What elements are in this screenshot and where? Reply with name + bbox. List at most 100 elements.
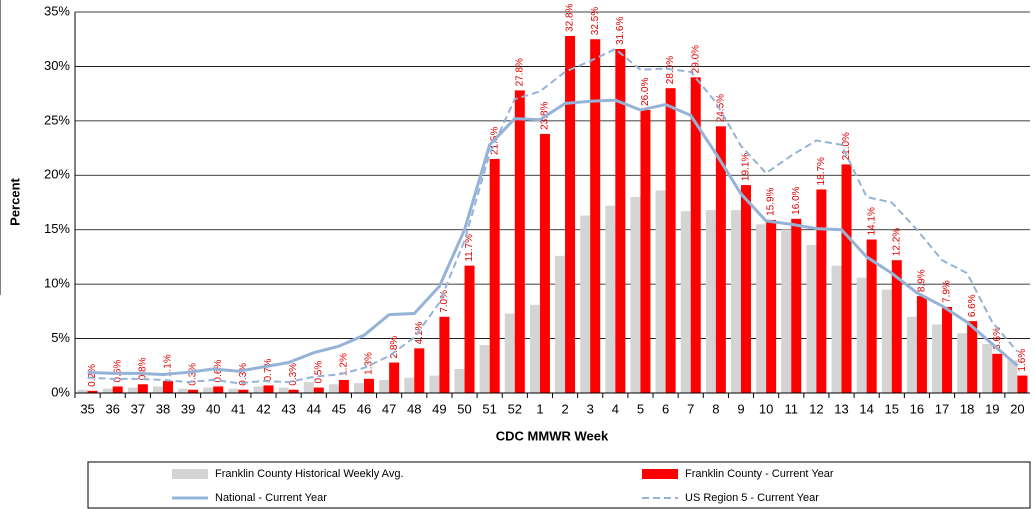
bar bbox=[203, 387, 214, 393]
value-label: 24.5% bbox=[715, 94, 726, 122]
bar bbox=[479, 345, 490, 393]
bar bbox=[906, 316, 917, 393]
bar bbox=[414, 348, 425, 393]
bar bbox=[932, 324, 943, 393]
value-label: 7.0% bbox=[439, 290, 450, 313]
bar bbox=[389, 362, 400, 393]
bar bbox=[756, 224, 767, 393]
bar bbox=[916, 296, 927, 393]
bar bbox=[162, 381, 173, 393]
value-label: 2.8% bbox=[389, 336, 400, 359]
x-tick-label: 49 bbox=[432, 401, 446, 416]
bar bbox=[238, 389, 249, 393]
bar bbox=[404, 377, 415, 393]
x-tick-label: 47 bbox=[382, 401, 396, 416]
bar bbox=[630, 197, 641, 393]
x-tick-label: 52 bbox=[508, 401, 522, 416]
bar bbox=[665, 88, 676, 393]
value-label: 7.9% bbox=[942, 280, 953, 303]
bar bbox=[288, 389, 299, 393]
bar bbox=[87, 390, 98, 393]
bar bbox=[590, 39, 601, 393]
bar bbox=[605, 205, 616, 393]
value-label: 29.0% bbox=[690, 45, 701, 73]
value-label: 0.8% bbox=[137, 357, 148, 380]
value-label: 1.3% bbox=[364, 352, 375, 375]
bar bbox=[364, 378, 375, 393]
bar bbox=[278, 387, 289, 393]
legend-label: Franklin County Historical Weekly Avg. bbox=[215, 468, 404, 480]
x-tick-label: 46 bbox=[357, 401, 371, 416]
x-tick-label: 18 bbox=[960, 401, 974, 416]
bar bbox=[781, 229, 792, 393]
bar bbox=[253, 386, 264, 393]
bar bbox=[1007, 360, 1018, 393]
x-tick-label: 12 bbox=[809, 401, 823, 416]
bar bbox=[555, 255, 566, 393]
bar bbox=[228, 388, 239, 393]
bar bbox=[1017, 375, 1028, 393]
x-tick-label: 6 bbox=[662, 401, 669, 416]
y-tick-label: 10% bbox=[44, 276, 70, 291]
x-tick-label: 11 bbox=[785, 401, 799, 416]
y-tick-label: 30% bbox=[44, 58, 70, 73]
bar bbox=[338, 379, 349, 393]
y-tick-label: 25% bbox=[44, 112, 70, 127]
value-label: 26.0% bbox=[640, 78, 651, 106]
x-tick-label: 17 bbox=[935, 401, 949, 416]
bar bbox=[967, 321, 978, 393]
value-label: 0.6% bbox=[213, 360, 224, 383]
value-label: 0.3% bbox=[188, 363, 199, 386]
bar bbox=[730, 210, 741, 393]
value-label: 0.3% bbox=[238, 363, 249, 386]
bar bbox=[464, 265, 475, 393]
y-tick-label: 0% bbox=[51, 384, 70, 399]
bar bbox=[514, 90, 525, 394]
x-tick-label: 14 bbox=[859, 401, 873, 416]
legend-label: US Region 5 - Current Year bbox=[685, 492, 819, 504]
bar bbox=[640, 109, 651, 393]
x-tick-label: 35 bbox=[80, 401, 94, 416]
bar bbox=[580, 215, 591, 393]
bar bbox=[152, 386, 163, 393]
legend-label: National - Current Year bbox=[215, 492, 327, 504]
bar bbox=[213, 386, 224, 393]
value-label: 0.6% bbox=[112, 360, 123, 383]
bar bbox=[565, 35, 576, 393]
bar bbox=[982, 344, 993, 393]
bar bbox=[806, 244, 817, 393]
value-label: 0.7% bbox=[263, 358, 274, 381]
value-label: 0.2% bbox=[87, 364, 98, 387]
x-axis-title: CDC MMWR Week bbox=[496, 428, 609, 443]
x-tick-label: 36 bbox=[105, 401, 119, 416]
bar bbox=[655, 190, 666, 393]
bar bbox=[766, 219, 777, 393]
x-tick-label: 13 bbox=[834, 401, 848, 416]
bar bbox=[127, 387, 138, 393]
y-axis-title: Percent bbox=[7, 177, 22, 225]
bar bbox=[866, 239, 877, 393]
value-label: 11.7% bbox=[464, 234, 475, 262]
bar bbox=[856, 277, 867, 393]
bar bbox=[354, 383, 365, 393]
bar bbox=[841, 164, 852, 393]
x-tick-label: 37 bbox=[131, 401, 145, 416]
legend-swatch bbox=[642, 469, 678, 479]
x-tick-label: 38 bbox=[156, 401, 170, 416]
value-label: 4.1% bbox=[414, 321, 425, 344]
x-tick-label: 45 bbox=[332, 401, 346, 416]
bar bbox=[816, 189, 827, 393]
x-tick-label: 4 bbox=[612, 401, 619, 416]
bar bbox=[529, 304, 540, 393]
value-label: 31.6% bbox=[615, 17, 626, 45]
bar bbox=[454, 369, 465, 393]
bar bbox=[263, 385, 274, 393]
bar bbox=[102, 388, 113, 393]
bar bbox=[112, 386, 123, 393]
value-label: 18.7% bbox=[816, 157, 827, 185]
bar bbox=[303, 382, 314, 393]
bar bbox=[942, 307, 953, 393]
bar bbox=[680, 211, 691, 393]
y-tick-label: 35% bbox=[44, 3, 70, 18]
